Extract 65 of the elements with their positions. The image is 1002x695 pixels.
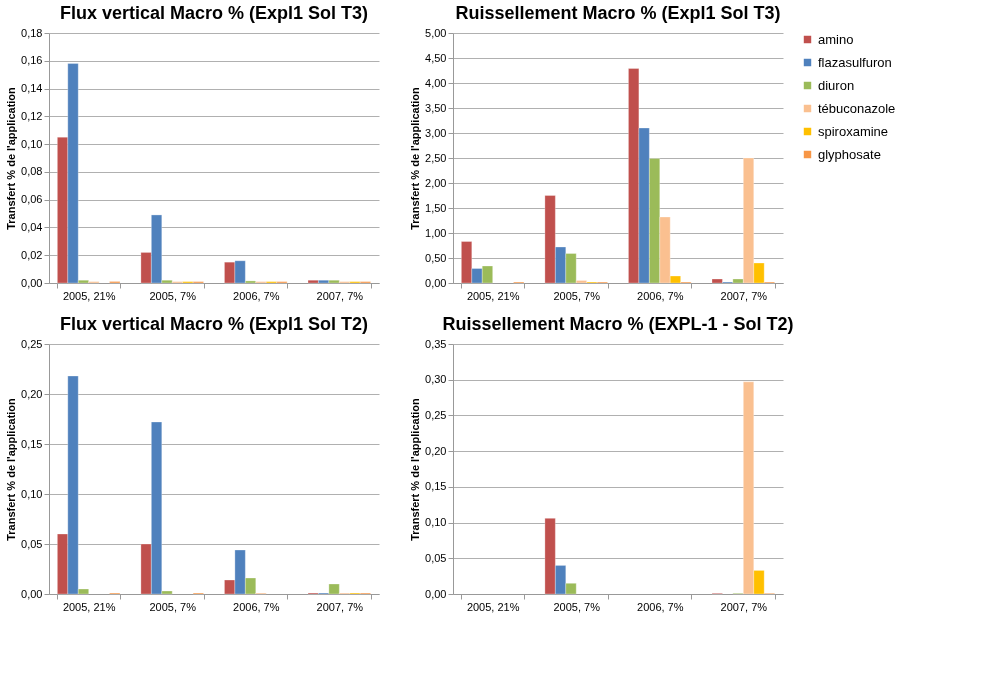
y-tick-label: 0,15 xyxy=(21,437,43,450)
y-tick-label: 3,50 xyxy=(425,101,447,114)
x-tick-label: 2005, 21% xyxy=(466,289,520,302)
legend-label: tébuconazole xyxy=(818,100,896,116)
chart-title: Ruissellement Macro % (EXPL-1 - Sol T2) xyxy=(442,314,794,334)
y-tick-label: 5,00 xyxy=(425,26,447,39)
y-tick-label: 0,10 xyxy=(425,516,447,529)
y-axis-title: Transfert % de l'application xyxy=(5,397,18,541)
x-tick-label: 2007, 7% xyxy=(720,289,768,302)
x-tick-label: 2005, 21% xyxy=(466,600,520,613)
x-tick-label: 2007, 7% xyxy=(316,600,364,613)
x-tick-label: 2006, 7% xyxy=(637,289,684,302)
y-tick-label: 0,00 xyxy=(425,276,447,289)
y-tick-label: 0,08 xyxy=(21,165,43,178)
x-tick-label: 2005, 7% xyxy=(553,600,601,613)
y-axis-title: Transfert % de l'application xyxy=(5,86,18,230)
y-tick-label: 4,50 xyxy=(425,51,447,64)
x-tick-label: 2005, 21% xyxy=(62,600,116,613)
y-tick-label: 0,10 xyxy=(21,487,43,500)
y-tick-label: 0,06 xyxy=(21,193,43,206)
x-tick-label: 2005, 7% xyxy=(149,289,197,302)
y-tick-label: 0,00 xyxy=(425,587,447,600)
y-tick-label: 0,25 xyxy=(21,337,43,350)
chart-title: Flux vertical Macro % (Expl1 Sol T3) xyxy=(59,3,369,23)
x-tick-label: 2005, 7% xyxy=(553,289,601,302)
legend-label: spiroxamine xyxy=(818,123,889,139)
y-tick-label: 0,05 xyxy=(21,537,43,550)
y-tick-label: 0,30 xyxy=(425,373,447,386)
chart-title: Flux vertical Macro % (Expl1 Sol T2) xyxy=(59,314,369,334)
y-tick-label: 0,50 xyxy=(425,251,447,264)
legend-label: glyphosate xyxy=(818,146,881,162)
y-tick-label: 0,12 xyxy=(21,109,43,122)
x-tick-label: 2007, 7% xyxy=(316,289,364,302)
legend-label: flazasulfuron xyxy=(818,54,892,70)
y-axis-title: Transfert % de l'application xyxy=(409,397,422,541)
y-tick-label: 0,10 xyxy=(21,137,43,150)
y-tick-label: 4,00 xyxy=(425,76,447,89)
x-tick-label: 2005, 7% xyxy=(149,600,197,613)
y-tick-label: 2,00 xyxy=(425,176,447,189)
y-tick-label: 0,20 xyxy=(21,387,43,400)
y-tick-label: 0,14 xyxy=(21,82,43,95)
y-tick-label: 3,00 xyxy=(425,126,447,139)
y-tick-label: 0,02 xyxy=(21,248,43,261)
y-tick-label: 0,20 xyxy=(425,444,447,457)
y-tick-label: 0,25 xyxy=(425,408,447,421)
y-tick-label: 0,05 xyxy=(425,551,447,564)
legend-label: amino xyxy=(818,31,854,47)
x-tick-label: 2005, 21% xyxy=(62,289,116,302)
y-tick-label: 0,16 xyxy=(21,54,43,67)
y-tick-label: 0,15 xyxy=(425,480,447,493)
y-tick-label: 0,04 xyxy=(21,220,43,233)
x-tick-label: 2007, 7% xyxy=(720,600,768,613)
y-tick-label: 0,35 xyxy=(425,337,447,350)
chart-title: Ruissellement Macro % (Expl1 Sol T3) xyxy=(455,3,781,23)
y-tick-label: 1,50 xyxy=(425,201,447,214)
legend-label: diuron xyxy=(818,77,855,93)
y-tick-label: 2,50 xyxy=(425,151,447,164)
y-tick-label: 0,18 xyxy=(21,26,43,39)
x-tick-label: 2006, 7% xyxy=(233,600,280,613)
y-tick-label: 1,00 xyxy=(425,226,447,239)
x-tick-label: 2006, 7% xyxy=(637,600,684,613)
y-tick-label: 0,00 xyxy=(21,587,43,600)
y-axis-title: Transfert % de l'application xyxy=(409,86,422,230)
y-tick-label: 0,00 xyxy=(21,276,43,289)
x-tick-label: 2006, 7% xyxy=(233,289,280,302)
